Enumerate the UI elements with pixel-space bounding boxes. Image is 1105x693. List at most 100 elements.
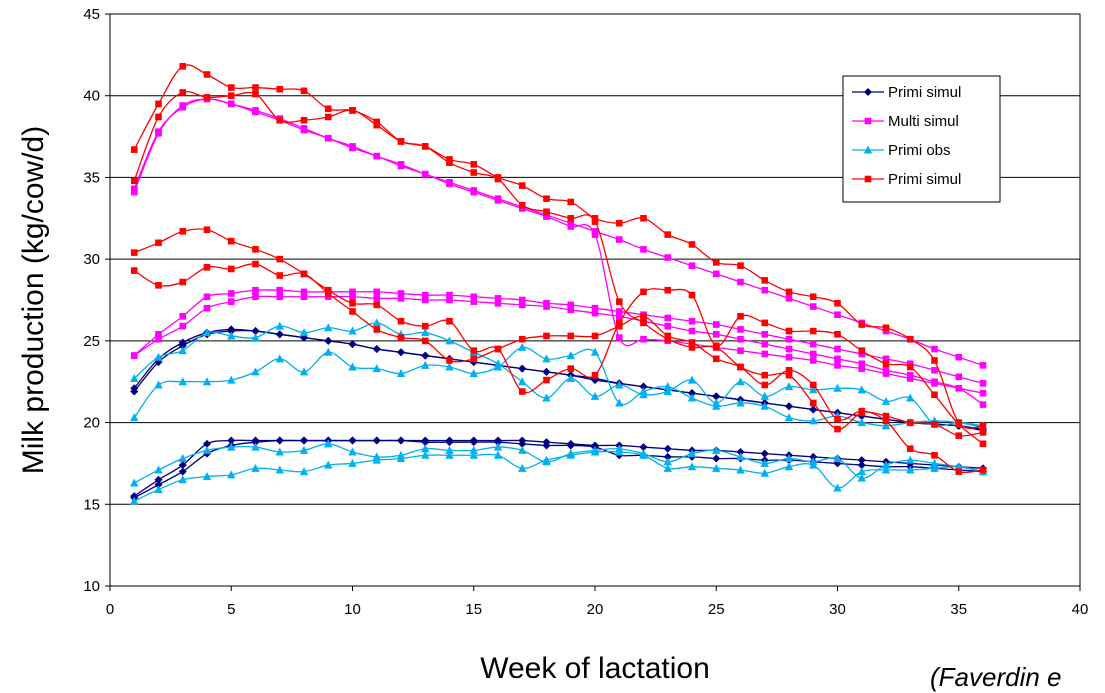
data-point [834,299,841,307]
data-point [155,331,162,338]
data-point [591,304,599,312]
data-point [567,365,575,372]
data-point [275,465,284,474]
x-tick-label: 30 [829,601,846,618]
data-point [761,331,769,338]
data-point [615,219,623,227]
data-point [324,134,332,142]
data-point [494,299,502,307]
data-point [130,267,138,274]
data-point [688,344,696,351]
data-point [688,241,696,248]
data-point [155,100,162,108]
data-point [543,303,550,310]
data-point [251,438,260,447]
y-tick-label: 15 [83,496,100,513]
data-point [252,246,259,253]
data-point [445,445,454,454]
y-tick-labels: 10 15 20 25 30 35 40 45 [83,6,100,595]
data-point [857,473,866,482]
data-point [688,291,696,299]
data-point [372,364,381,373]
data-point [639,387,648,396]
data-point [348,436,357,445]
data-point [179,228,187,235]
data-point [252,260,259,268]
data-point [761,319,769,327]
data-point [566,351,575,360]
legend-marker [864,175,872,183]
data-point [275,354,284,363]
data-point [979,380,987,387]
data-point [834,362,841,369]
data-point [373,295,381,302]
data-point [615,380,624,389]
data-point [227,436,236,445]
x-tick-labels: 0 5 10 15 20 25 30 35 40 [106,601,1089,618]
data-point [712,445,721,454]
data-point [566,441,575,450]
data-point [785,295,793,302]
data-point [688,389,696,398]
data-point [881,465,891,474]
data-point [300,270,308,278]
data-point [397,290,405,297]
data-point [640,246,647,253]
data-point [276,116,284,124]
data-point [664,322,672,330]
data-point [202,377,212,386]
data-point [130,387,139,396]
data-point [324,347,333,356]
data-point [567,306,575,314]
data-point [372,318,381,327]
data-point [130,188,138,196]
data-point [227,298,235,305]
data-point [931,391,938,399]
data-point [566,450,575,459]
data-point [542,367,551,376]
legend-marker [863,145,873,154]
data-point [348,362,357,371]
y-tick-label: 25 [83,333,100,350]
data-point [784,413,794,422]
data-point [712,342,720,350]
data-point [227,290,235,297]
data-point [785,335,793,343]
data-point [639,382,648,391]
data-point [251,327,260,336]
data-point [421,360,430,369]
data-point [784,382,794,391]
data-point [736,465,745,474]
data-point [494,295,502,302]
y-tick-label: 30 [83,251,100,268]
data-point [130,478,139,487]
data-point [979,422,987,430]
series-primi-obs [130,447,988,505]
data-point [275,436,284,445]
data-point [737,347,744,354]
data-point [664,332,672,340]
x-tick-label: 40 [1072,601,1089,618]
data-point [470,298,478,305]
data-point [857,461,866,470]
data-point [130,352,138,359]
data-point [955,373,963,381]
data-point [785,402,793,411]
data-point [688,327,696,335]
data-point [469,445,478,454]
data-point [858,365,866,372]
data-point [615,398,624,407]
data-point [979,362,987,369]
y-tick-label: 40 [83,88,100,105]
data-point [688,339,696,346]
data-point [809,452,818,461]
data-point [421,444,430,453]
data-point [203,264,211,271]
data-point [469,450,478,459]
data-point [446,291,453,299]
data-point [615,298,623,305]
data-point [785,353,793,361]
data-point [324,290,332,297]
y-tick-label: 10 [83,578,100,595]
